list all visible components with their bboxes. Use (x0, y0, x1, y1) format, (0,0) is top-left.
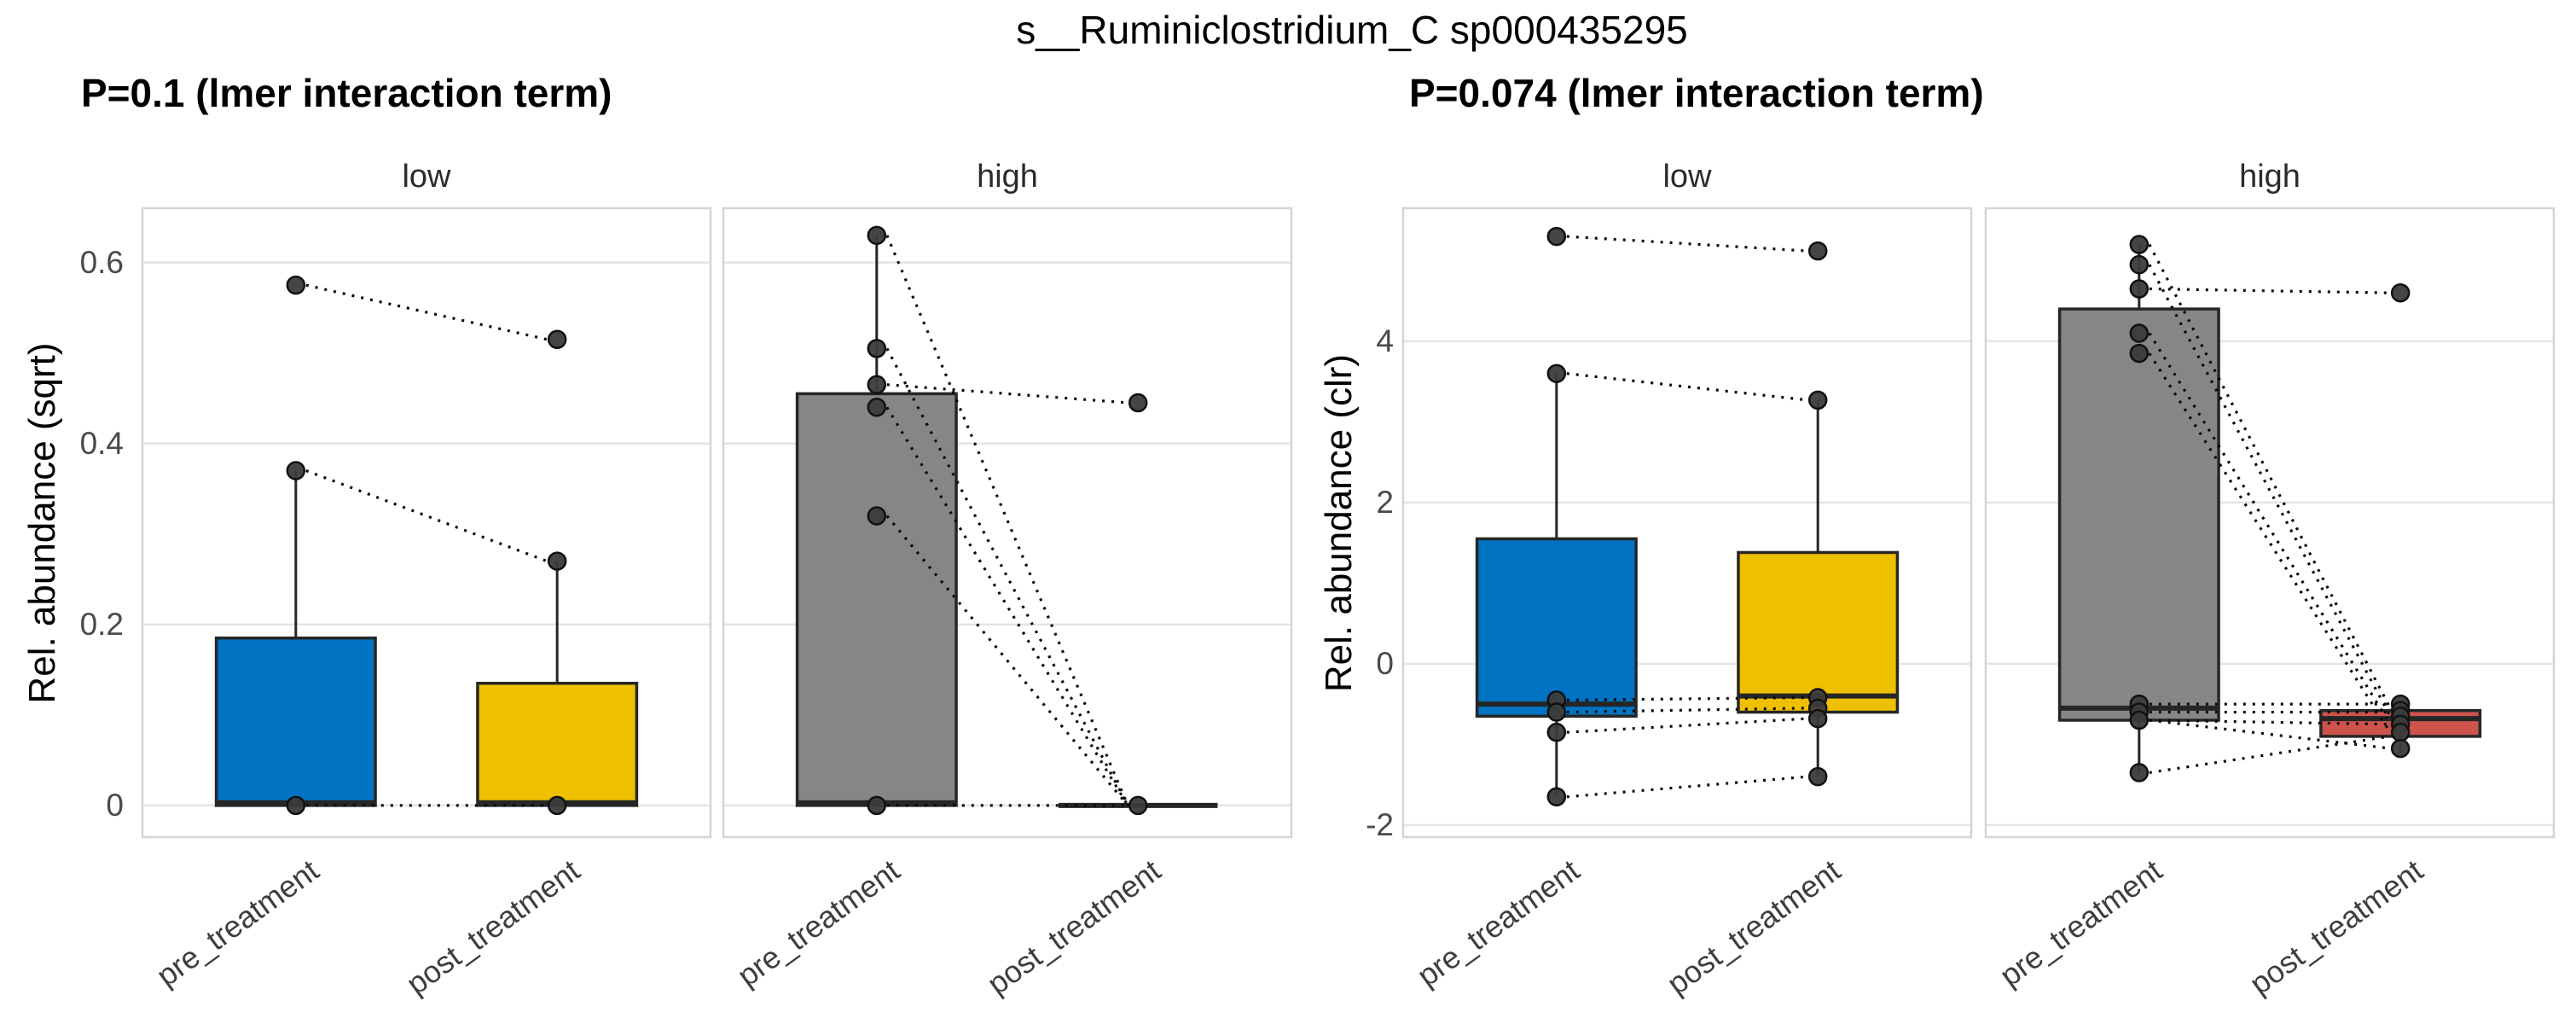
pair-line (885, 347, 1129, 806)
panel-border (141, 207, 712, 839)
data-point (867, 225, 887, 246)
boxplot-box-post_treatment (476, 681, 639, 807)
y-tick-label: 4 (1376, 323, 1394, 358)
data-point (2129, 279, 2150, 299)
pair-line (2148, 332, 2392, 725)
data-point (2129, 343, 2150, 364)
data-point (1807, 766, 1828, 787)
data-point (867, 339, 887, 358)
facet-label: low (1662, 159, 1712, 195)
pair-line (885, 406, 1129, 806)
data-point (1807, 708, 1828, 729)
panel-border (722, 207, 1293, 839)
data-point (286, 795, 306, 816)
y-tick-label: 2 (1376, 484, 1394, 520)
pair-line (2148, 264, 2392, 718)
facet-label: high (977, 159, 1038, 195)
data-point (1128, 393, 1148, 413)
data-point (1546, 722, 1567, 742)
plot2-title: P=0.074 (lmer interaction term) (1409, 71, 1984, 115)
panel-border (1401, 207, 1973, 839)
panel-border (1984, 207, 2556, 839)
data-point (867, 398, 887, 417)
boxplot-box-pre_treatment (214, 636, 377, 807)
data-point (2390, 722, 2411, 742)
y-tick-label: 0 (1376, 645, 1394, 681)
data-point (547, 551, 567, 571)
pair-line (305, 283, 548, 341)
data-point (1807, 390, 1828, 410)
data-point (286, 275, 306, 295)
panel-background (1403, 208, 1971, 837)
facet-label: low (402, 159, 451, 195)
data-point (1807, 241, 1828, 261)
data-point (547, 329, 567, 350)
plot1-title: P=0.1 (lmer interaction term) (81, 71, 612, 115)
plot2-y-axis-label: Rel. abundance (clr) (1318, 353, 1360, 693)
data-point (286, 461, 306, 480)
data-point (867, 506, 887, 526)
figure-title: s__Ruminiclostridium_C sp000435295 (1016, 8, 1688, 52)
boxplot-box-pre_treatment (795, 392, 958, 807)
y-tick-label: 0.6 (79, 244, 124, 280)
data-point (2129, 323, 2150, 343)
data-point (1546, 702, 1567, 722)
boxplot-box-pre_treatment (2057, 307, 2220, 722)
data-point (1546, 364, 1567, 383)
data-point (1546, 787, 1567, 807)
data-point (2390, 738, 2411, 759)
data-point (2129, 710, 2150, 730)
data-point (1546, 226, 1567, 247)
data-point (2129, 763, 2150, 783)
data-point (1128, 795, 1148, 816)
pair-line (885, 515, 1129, 806)
data-point (867, 375, 887, 395)
data-point (867, 795, 887, 816)
y-tick-label: 0 (106, 787, 124, 823)
y-tick-label: 0.4 (79, 425, 124, 461)
facet-label: high (2239, 159, 2300, 195)
data-point (2129, 254, 2150, 275)
data-point (2390, 282, 2411, 303)
boxplot-box-pre_treatment (1475, 537, 1638, 719)
y-tick-label: 0.2 (79, 606, 124, 642)
data-point (547, 795, 567, 816)
y-tick-label: -2 (1366, 806, 1394, 842)
data-point (2129, 235, 2150, 254)
